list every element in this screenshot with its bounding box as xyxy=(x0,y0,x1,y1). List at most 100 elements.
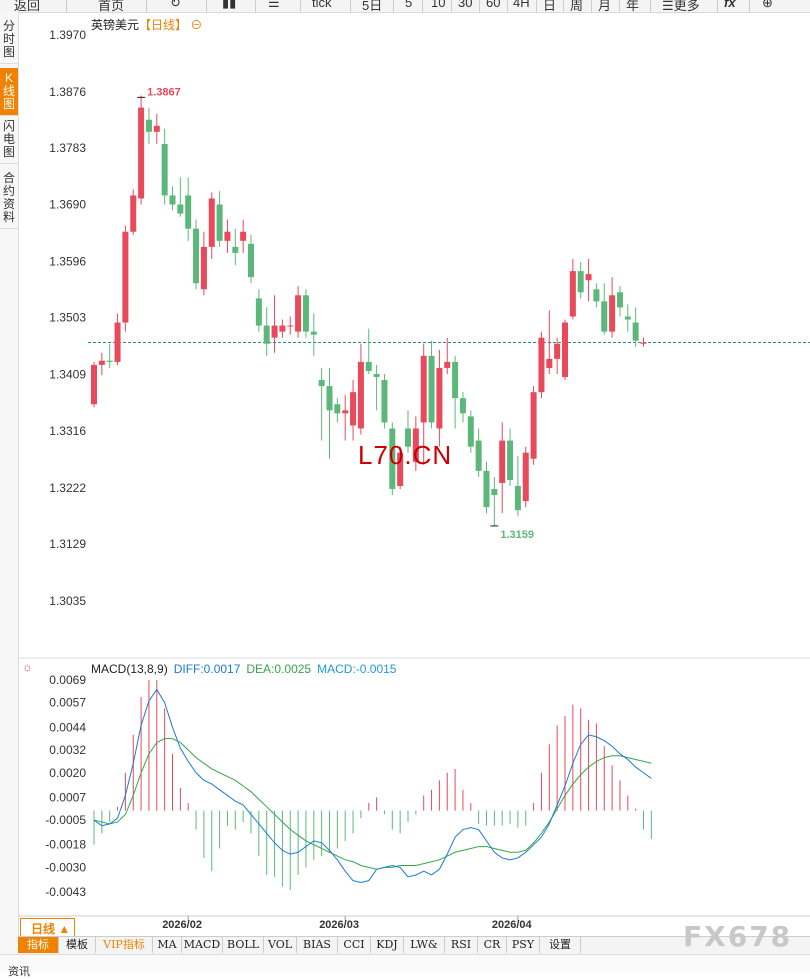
candle-body xyxy=(240,231,247,241)
toolbar-divider xyxy=(146,0,147,12)
candle-body xyxy=(577,271,584,293)
macd-tick-label: 0.0057 xyxy=(49,696,86,710)
period-4h[interactable]: 4H xyxy=(513,0,530,10)
news-label[interactable]: 资讯 xyxy=(8,966,30,978)
legend-dea: DEA:0.0025 xyxy=(246,662,312,676)
period-10[interactable]: 10 xyxy=(431,0,446,10)
candle-body xyxy=(624,316,631,320)
candle-body xyxy=(601,301,608,332)
date-label: 2026/04 xyxy=(491,919,532,931)
candle-body xyxy=(483,470,490,508)
price-tick-label: 1.3503 xyxy=(49,311,86,325)
price-tick-label: 1.3129 xyxy=(49,537,86,551)
tab-macd[interactable]: MACD xyxy=(182,937,223,953)
zoom-icon[interactable]: ⊕ xyxy=(762,0,773,10)
toolbar-divider xyxy=(393,0,394,12)
period-label: 【日线】 xyxy=(139,18,188,32)
tab-settings[interactable]: 设置 xyxy=(540,937,581,953)
candle-body xyxy=(632,322,639,341)
tab-vip[interactable]: VIP指标 xyxy=(96,937,153,953)
candle-body xyxy=(208,198,215,247)
period-5[interactable]: 5 xyxy=(405,0,413,10)
toolbar-divider xyxy=(350,0,351,12)
macd-histogram xyxy=(93,680,652,891)
candle-body xyxy=(554,343,561,359)
macd-settings-icon[interactable]: ☼ xyxy=(22,660,33,674)
settings-icon[interactable]: ⊖ xyxy=(190,18,203,32)
refresh-icon[interactable]: ↻ xyxy=(170,0,181,10)
candle-body xyxy=(444,361,451,368)
toolbar-divider xyxy=(650,0,651,12)
tab-boll[interactable]: BOLL xyxy=(223,937,264,953)
price-tick-label: 1.3690 xyxy=(49,197,86,211)
tab-vol[interactable]: VOL xyxy=(264,937,297,953)
bottom-strip: 资讯 xyxy=(0,954,810,978)
high-label: 1.3867 xyxy=(147,86,181,98)
tab-indicator[interactable]: 指标 xyxy=(18,937,59,953)
macd-tick-label: 0.0069 xyxy=(49,673,86,687)
period-selector[interactable]: 日线 ▲ xyxy=(20,918,76,939)
symbol-name: 英镑美元 xyxy=(91,18,140,32)
tab-ma[interactable]: MA xyxy=(153,937,182,953)
home-button[interactable]: 首页 xyxy=(98,0,125,13)
candle-body xyxy=(232,246,239,253)
candle-body xyxy=(326,386,333,411)
tab-kdj[interactable]: KDJ xyxy=(371,937,404,953)
more-button[interactable]: ☰更多 xyxy=(662,0,700,12)
sidebar-item-flash[interactable]: 闪电图 xyxy=(0,116,18,164)
toolbar-divider xyxy=(255,0,256,12)
period-week[interactable]: 周 xyxy=(570,0,584,13)
period-day[interactable]: 日 xyxy=(543,0,557,13)
candlestick-series: 1.3867 1.3159 xyxy=(91,86,647,541)
toolbar-divider xyxy=(66,0,67,12)
period-tick[interactable]: tick xyxy=(312,0,332,10)
candle-body xyxy=(106,360,113,362)
tab-bias[interactable]: BIAS xyxy=(297,937,338,953)
candle-body xyxy=(452,361,459,399)
list-icon[interactable]: ☰ xyxy=(268,0,280,10)
candle-body xyxy=(145,119,152,132)
period-year[interactable]: 年 xyxy=(626,0,640,13)
indicator-tabs: 指标 模板 VIP指标 MA MACD BOLL VOL BIAS CCI KD… xyxy=(18,936,810,954)
toolbar-divider xyxy=(451,0,452,12)
macd-tick-label: 0.0007 xyxy=(49,790,86,804)
candle-body xyxy=(287,325,294,327)
period-5day[interactable]: 5日 xyxy=(362,0,383,13)
toolbar-divider xyxy=(507,0,508,12)
price-tick-label: 1.3316 xyxy=(49,424,86,438)
tab-psy[interactable]: PSY xyxy=(507,937,540,953)
back-button[interactable]: 返回 xyxy=(14,0,41,13)
price-tick-label: 1.3970 xyxy=(49,28,86,42)
candle-body xyxy=(428,355,435,423)
period-60[interactable]: 60 xyxy=(486,0,501,10)
brand-watermark: FX678 xyxy=(683,920,793,953)
candle-body xyxy=(193,228,200,284)
tab-cr[interactable]: CR xyxy=(478,937,507,953)
candle-body xyxy=(499,440,506,483)
candle-body xyxy=(91,364,97,405)
formula-fx-icon[interactable]: fx xyxy=(724,0,736,10)
candle-body xyxy=(279,325,286,332)
candle-body xyxy=(130,195,137,232)
candle-body xyxy=(224,231,231,241)
tab-rsi[interactable]: RSI xyxy=(445,937,478,953)
candle-body xyxy=(216,204,223,241)
candle-body xyxy=(522,452,529,502)
low-label: 1.3159 xyxy=(500,529,534,541)
macd-tick-label: 0.0020 xyxy=(49,766,86,780)
tab-cci[interactable]: CCI xyxy=(338,937,371,953)
candle-body xyxy=(153,125,160,132)
tab-lwr[interactable]: LW& xyxy=(404,937,445,953)
candle-body xyxy=(185,195,192,229)
period-month[interactable]: 月 xyxy=(598,0,612,13)
candle-body xyxy=(585,274,592,281)
tab-template[interactable]: 模板 xyxy=(59,937,96,953)
sidebar-item-timeshare[interactable]: 分时图 xyxy=(0,16,18,64)
legend-macd: MACD:-0.0015 xyxy=(317,662,397,676)
period-30[interactable]: 30 xyxy=(458,0,473,10)
candle-body xyxy=(98,360,105,365)
chart-type-icon[interactable]: ▮▮ xyxy=(222,0,237,10)
sidebar-item-contract[interactable]: 合约资料 xyxy=(0,168,18,229)
candle-body xyxy=(114,322,121,362)
